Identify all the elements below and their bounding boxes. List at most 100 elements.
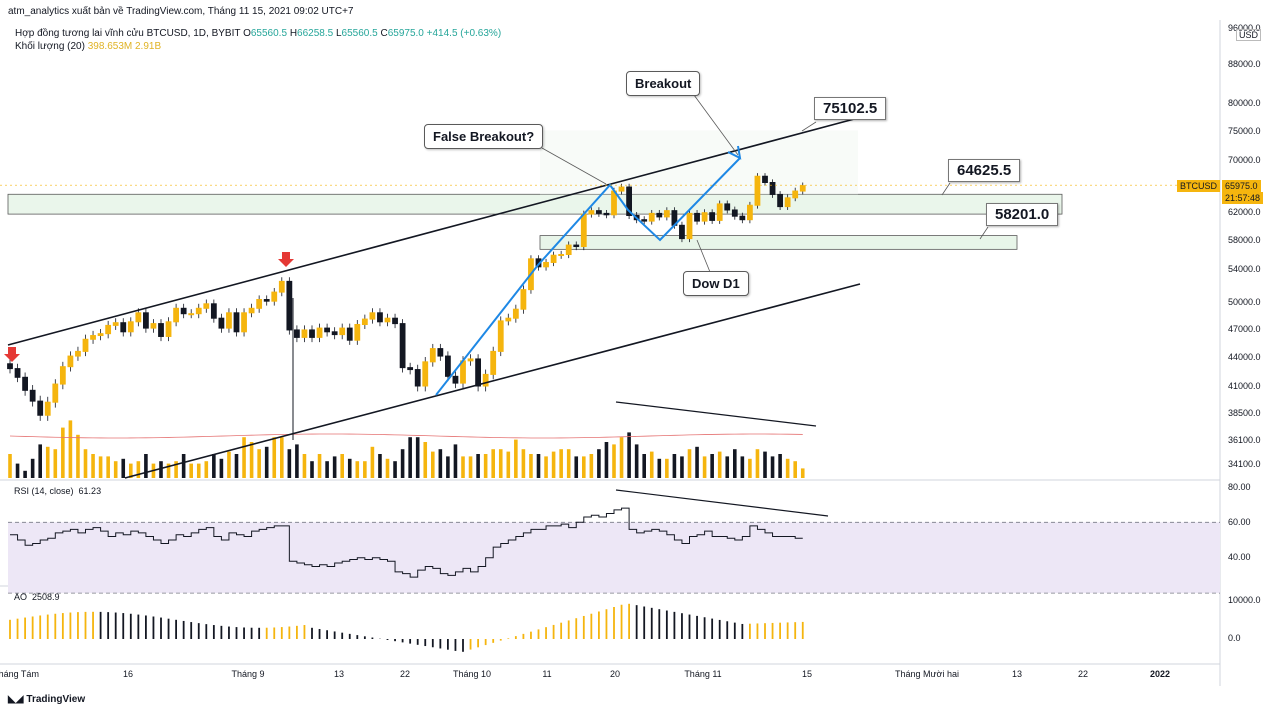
candle-body bbox=[558, 254, 565, 256]
volume-bar bbox=[302, 454, 307, 478]
rsi-divergence-line bbox=[615, 489, 829, 517]
price-tick-label: 62000.0 bbox=[1228, 207, 1261, 217]
price-tick-label: 50000.0 bbox=[1228, 297, 1261, 307]
volume-bar bbox=[61, 427, 65, 478]
candle-body bbox=[437, 348, 444, 357]
volume-bar bbox=[423, 442, 428, 478]
volume-bar bbox=[355, 461, 360, 478]
candle-body bbox=[618, 186, 625, 192]
candle-body bbox=[29, 389, 36, 402]
candle-body bbox=[543, 261, 549, 268]
sell-signal-arrow-icon bbox=[4, 347, 20, 362]
candle-body bbox=[233, 312, 240, 333]
volume-bar bbox=[627, 432, 631, 478]
volume-bar bbox=[551, 451, 556, 478]
volume-bar bbox=[649, 451, 654, 478]
candle-body bbox=[716, 203, 723, 221]
volume-bar bbox=[476, 454, 480, 478]
candle-body bbox=[339, 327, 346, 336]
level-64625-label: 64625.5 bbox=[948, 159, 1021, 182]
ohlc-close: C65975.0 bbox=[380, 28, 424, 39]
candle-body bbox=[399, 323, 406, 369]
candle-body bbox=[497, 320, 504, 352]
x-axis-label: Tháng 9 bbox=[231, 669, 264, 679]
breakout-callout: Breakout bbox=[626, 71, 701, 96]
level-mid-leader bbox=[941, 182, 951, 196]
candle-body bbox=[392, 317, 398, 325]
volume-bar bbox=[770, 456, 775, 478]
x-axis-label: 22 bbox=[400, 669, 410, 679]
volume-bar bbox=[453, 444, 458, 478]
candle-body bbox=[762, 175, 768, 183]
candle-body bbox=[59, 366, 66, 385]
price-tick-label: 54000.0 bbox=[1228, 264, 1261, 274]
candle-body bbox=[14, 368, 21, 378]
volume-bar bbox=[174, 461, 178, 478]
volume-bar bbox=[30, 458, 35, 478]
x-axis-label: 22 bbox=[1078, 669, 1088, 679]
volume-bar bbox=[264, 446, 269, 478]
volume-bar bbox=[589, 454, 594, 478]
volume-bar bbox=[544, 456, 548, 478]
volume-bar bbox=[166, 463, 171, 478]
candle-body bbox=[218, 317, 225, 329]
volume-bar bbox=[446, 456, 450, 478]
candle-body bbox=[37, 400, 44, 416]
volume-bar bbox=[257, 449, 261, 478]
tradingview-footer: ◣◢ TradingView bbox=[8, 694, 85, 705]
x-axis-label: 20 bbox=[610, 669, 620, 679]
volume-bar bbox=[249, 442, 254, 478]
volume-bar bbox=[159, 461, 163, 478]
candle-body bbox=[580, 213, 587, 248]
volume-bar bbox=[219, 458, 224, 478]
rsi-band bbox=[8, 522, 1220, 594]
volume-value-1: 398.653M bbox=[87, 41, 133, 52]
candle-body bbox=[346, 327, 353, 341]
rsi-tick-80: 80.00 bbox=[1228, 482, 1251, 492]
volume-bar bbox=[612, 444, 616, 478]
rsi-tick-40: 40.00 bbox=[1228, 552, 1251, 562]
volume-ma-line bbox=[9, 433, 803, 439]
volume-bar bbox=[227, 451, 231, 478]
volume-bar bbox=[415, 437, 420, 478]
level-75102-label: 75102.5 bbox=[814, 97, 887, 120]
volume-bar bbox=[204, 461, 209, 478]
volume-bar bbox=[76, 434, 80, 478]
volume-bar bbox=[582, 456, 586, 478]
candle-body bbox=[429, 348, 436, 363]
volume-bar bbox=[597, 449, 601, 478]
volume-bar bbox=[144, 454, 148, 478]
dow-leader bbox=[696, 239, 711, 273]
candle-body bbox=[301, 329, 308, 338]
volume-bar bbox=[536, 454, 541, 478]
volume-bar bbox=[8, 454, 12, 478]
candle-body bbox=[316, 327, 323, 338]
price-tick-label: 80000.0 bbox=[1228, 98, 1261, 108]
volume-bar bbox=[491, 449, 495, 478]
volume-bar bbox=[574, 456, 579, 478]
candle-body bbox=[754, 175, 761, 206]
symbol-line: Hợp đồng tương lai vĩnh cửu BTCUSD, 1D, … bbox=[15, 28, 501, 39]
volume-bar bbox=[280, 437, 284, 478]
volume-bar bbox=[129, 463, 133, 478]
candle-body bbox=[792, 190, 799, 199]
volume-bar bbox=[529, 454, 533, 478]
volume-bar bbox=[234, 454, 239, 478]
volume-bar bbox=[347, 458, 352, 478]
volume-bar bbox=[604, 442, 609, 478]
volume-bar bbox=[393, 461, 397, 478]
x-axis-label: Tháng Mười hai bbox=[895, 669, 959, 679]
candle-body bbox=[226, 312, 232, 329]
volume-bar bbox=[317, 454, 322, 478]
candle-body bbox=[550, 254, 557, 263]
candle-body bbox=[475, 358, 482, 387]
x-axis-label: Tháng 10 bbox=[453, 669, 491, 679]
candle-body bbox=[173, 307, 179, 323]
ao-label: AO 2508.9 bbox=[14, 592, 60, 602]
volume-bar bbox=[68, 420, 73, 478]
channel-lower-line bbox=[124, 283, 861, 479]
candle-body bbox=[82, 338, 89, 352]
price-tick-label: 70000.0 bbox=[1228, 155, 1261, 165]
candle-body bbox=[490, 350, 497, 375]
